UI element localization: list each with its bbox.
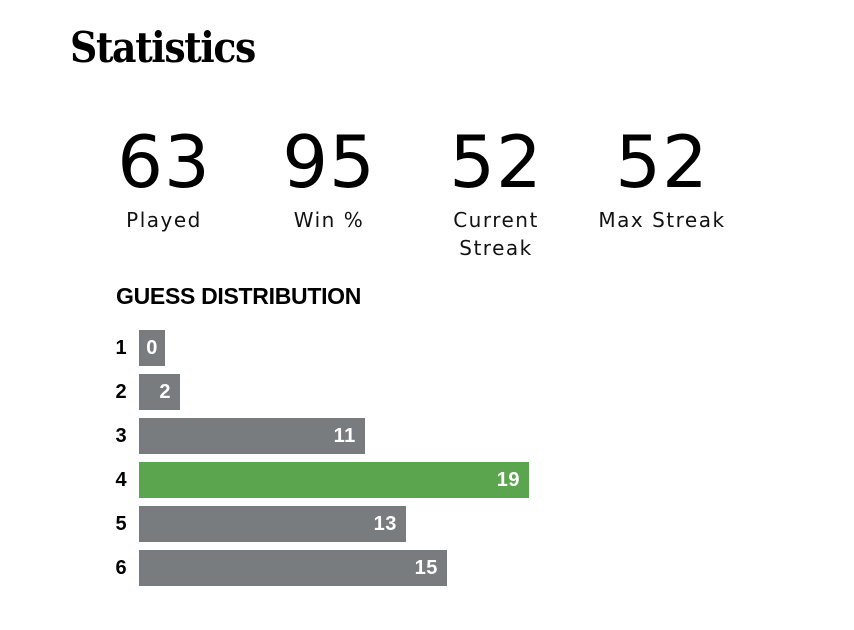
- distribution-row: 3 11: [110, 418, 810, 454]
- stat-max-streak: 52 Max Streak: [577, 118, 747, 234]
- distribution-row: 1 0: [110, 330, 810, 366]
- stat-win-percent: 95 Win %: [244, 118, 414, 234]
- guess-number: 2: [115, 381, 127, 403]
- distribution-bar: 19: [139, 462, 529, 498]
- stat-label: Max Streak: [598, 208, 726, 232]
- stat-value: 95: [282, 120, 376, 204]
- distribution-row: 6 15: [110, 550, 810, 586]
- guess-number: 6: [115, 557, 127, 579]
- guess-distribution-title: GUESS DISTRIBUTION: [116, 283, 362, 309]
- guess-number: 1: [115, 337, 127, 359]
- distribution-bar: 13: [139, 506, 406, 542]
- distribution-row: 2 2: [110, 374, 810, 410]
- distribution-bar: 11: [139, 418, 365, 454]
- guess-count: 2: [159, 381, 172, 403]
- guess-count: 13: [373, 513, 397, 535]
- distribution-bar: 2: [139, 374, 181, 410]
- page-title: Statistics: [70, 23, 256, 72]
- distribution-row: 5 13: [110, 506, 810, 542]
- stat-played: 63 Played: [79, 118, 249, 234]
- stat-label: Current Streak: [453, 208, 539, 260]
- stat-label: Played: [126, 208, 202, 232]
- guess-number: 4: [115, 469, 127, 491]
- distribution-bar: 0: [139, 330, 165, 366]
- stat-value: 52: [449, 120, 543, 204]
- stat-value: 63: [117, 120, 211, 204]
- stat-current-streak: 52 Current Streak: [411, 118, 581, 262]
- guess-count: 15: [414, 557, 438, 579]
- guess-count: 19: [496, 469, 520, 491]
- guess-number: 3: [115, 425, 127, 447]
- distribution-bar: 15: [139, 550, 447, 586]
- guess-count: 11: [333, 425, 356, 447]
- statistics-summary: 63 Played 95 Win % 52 Current Streak 52 …: [0, 118, 854, 268]
- stat-label: Win %: [293, 208, 365, 232]
- guess-count: 0: [146, 337, 158, 359]
- distribution-row: 4 19: [110, 462, 810, 498]
- stat-value: 52: [615, 120, 709, 204]
- guess-number: 5: [115, 513, 127, 535]
